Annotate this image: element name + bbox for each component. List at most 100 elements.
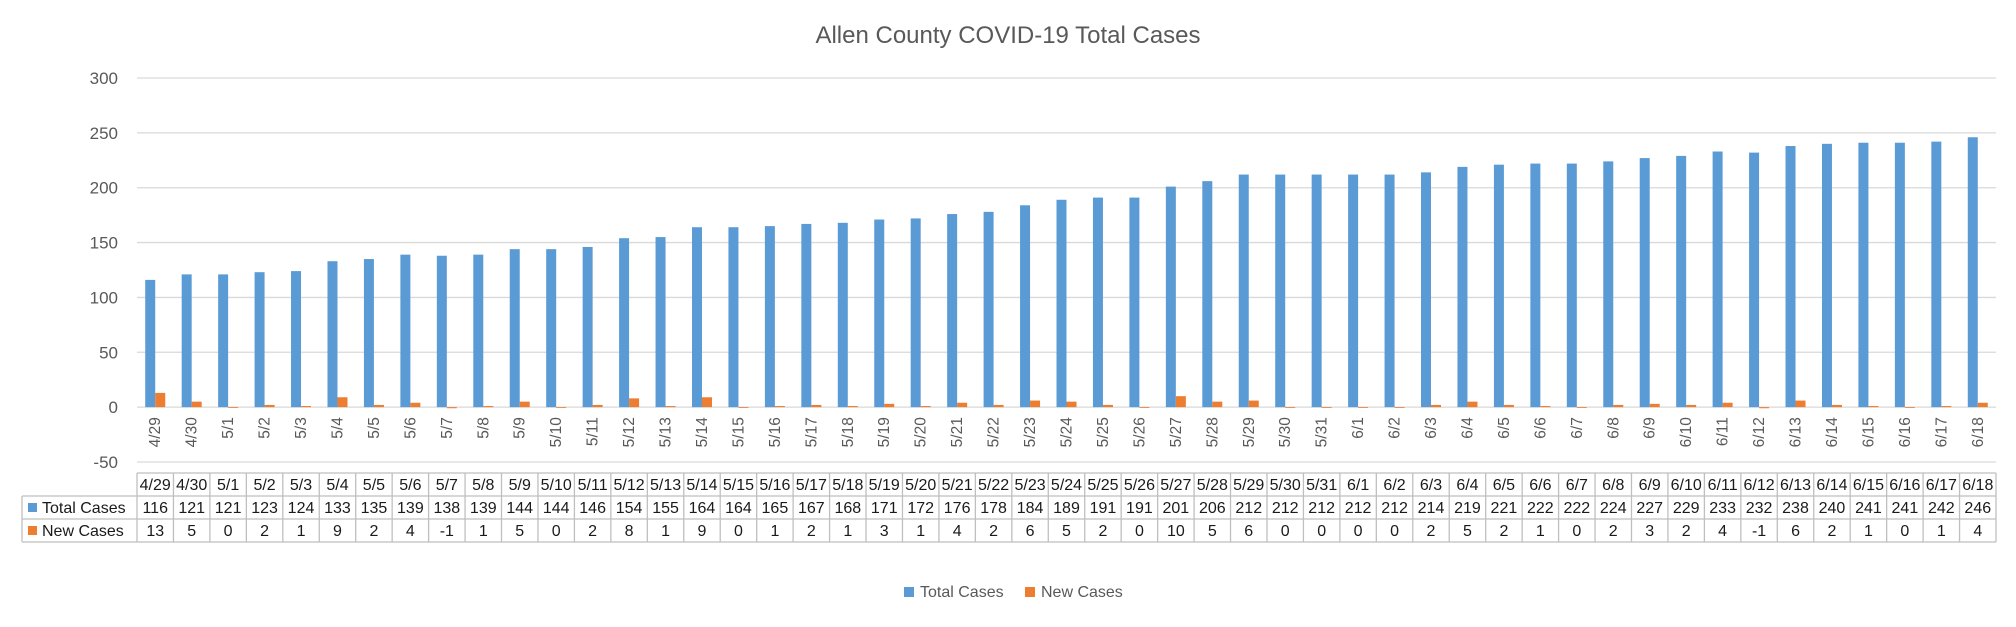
x-tick-label: 5/28 bbox=[1204, 417, 1221, 447]
total-cases-bar bbox=[1129, 197, 1140, 408]
table-total-cell: 191 bbox=[1090, 500, 1117, 517]
table-total-cell: 172 bbox=[907, 500, 934, 517]
table-header-cell: 5/3 bbox=[290, 477, 312, 494]
table-new-cell: 2 bbox=[1098, 523, 1107, 540]
table-header-cell: 6/9 bbox=[1639, 477, 1661, 494]
new-cases-bar bbox=[884, 403, 895, 408]
table-new-cell: 1 bbox=[1937, 523, 1946, 540]
table-header-cell: 5/27 bbox=[1160, 477, 1191, 494]
total-cases-bar bbox=[1785, 146, 1796, 408]
table-new-cell: 5 bbox=[1062, 523, 1071, 540]
total-cases-bar bbox=[1676, 155, 1687, 408]
table-new-cell: 0 bbox=[734, 523, 743, 540]
new-cases-bar bbox=[264, 404, 275, 408]
table-new-cell: 8 bbox=[625, 523, 634, 540]
total-cases-bar bbox=[218, 274, 229, 408]
table-new-cell: 5 bbox=[1208, 523, 1217, 540]
table-new-cell: 0 bbox=[224, 523, 233, 540]
table-total-cell: 240 bbox=[1819, 500, 1846, 517]
table-total-cell: 165 bbox=[762, 500, 789, 517]
new-cases-bar bbox=[483, 406, 494, 408]
total-cases-bar bbox=[874, 219, 885, 408]
x-tick-label: 6/14 bbox=[1824, 417, 1841, 448]
legend-key-new bbox=[1025, 587, 1035, 597]
y-tick-label: 150 bbox=[90, 234, 118, 253]
table-total-cell: 246 bbox=[1964, 500, 1991, 517]
new-cases-bar bbox=[191, 401, 202, 408]
table-new-cell: 4 bbox=[1973, 523, 1982, 540]
total-cases-bar bbox=[655, 237, 666, 408]
table-new-cell: 10 bbox=[1167, 523, 1185, 540]
table-total-cell: 124 bbox=[288, 500, 315, 517]
x-tick-label: 5/30 bbox=[1277, 417, 1294, 448]
table-header-cell: 6/8 bbox=[1602, 477, 1624, 494]
table-new-cell: 2 bbox=[1682, 523, 1691, 540]
table-total-cell: 121 bbox=[178, 500, 205, 517]
table-total-cell: 212 bbox=[1235, 500, 1262, 517]
total-cases-bars bbox=[145, 137, 1978, 408]
new-cases-bar bbox=[811, 404, 822, 408]
chart-title: Allen County COVID-19 Total Cases bbox=[815, 22, 1200, 49]
table-new-cell: 5 bbox=[515, 523, 524, 540]
table-new-cell: 2 bbox=[369, 523, 378, 540]
new-cases-bar bbox=[1722, 402, 1733, 408]
y-tick-label: 100 bbox=[90, 288, 118, 307]
table-header-cell: 5/7 bbox=[436, 477, 458, 494]
y-tick-label: 0 bbox=[109, 398, 118, 417]
table-total-cell: 212 bbox=[1272, 500, 1299, 517]
new-cases-bar bbox=[1868, 406, 1879, 408]
table-new-cell: 6 bbox=[1026, 523, 1035, 540]
table-total-cell: 212 bbox=[1381, 500, 1408, 517]
new-cases-bar bbox=[1321, 407, 1332, 408]
total-cases-bar bbox=[1202, 181, 1213, 408]
total-cases-bar bbox=[1894, 142, 1905, 408]
x-tick-label: 5/18 bbox=[840, 417, 857, 447]
x-tick-label: 6/13 bbox=[1788, 417, 1805, 447]
table-total-cell: 214 bbox=[1418, 500, 1445, 517]
x-tick-label: 6/18 bbox=[1970, 417, 1987, 447]
table-new-cell: 2 bbox=[1828, 523, 1837, 540]
new-cases-bar bbox=[1394, 407, 1405, 408]
table-new-cell: 1 bbox=[916, 523, 925, 540]
new-cases-bar bbox=[446, 407, 457, 409]
y-tick-label: 50 bbox=[99, 343, 118, 362]
table-total-cell: 139 bbox=[397, 500, 424, 517]
table-total-cell: 242 bbox=[1928, 500, 1955, 517]
new-cases-bar bbox=[337, 397, 348, 408]
total-cases-bar bbox=[582, 246, 593, 408]
table-header-cell: 5/18 bbox=[832, 477, 863, 494]
new-cases-bar bbox=[1649, 403, 1660, 408]
table-row-header: New Cases bbox=[42, 523, 124, 540]
table-total-cell: 167 bbox=[798, 500, 825, 517]
new-cases-bar bbox=[738, 407, 749, 408]
table-total-cell: 222 bbox=[1527, 500, 1554, 517]
table-new-cell: -1 bbox=[1752, 523, 1766, 540]
table-new-cell: 9 bbox=[333, 523, 342, 540]
x-tick-label: 5/15 bbox=[730, 417, 747, 447]
table-header-cell: 5/30 bbox=[1270, 477, 1301, 494]
table-header-cell: 6/14 bbox=[1816, 477, 1847, 494]
table-new-cell: 1 bbox=[661, 523, 670, 540]
table-header-cell: 6/17 bbox=[1926, 477, 1957, 494]
table-row-header: Total Cases bbox=[42, 500, 126, 517]
table-new-cell: 0 bbox=[1354, 523, 1363, 540]
new-cases-bar bbox=[519, 401, 530, 408]
total-cases-bar bbox=[1311, 174, 1322, 408]
new-cases-bar bbox=[1540, 406, 1551, 408]
total-cases-bar bbox=[1457, 166, 1468, 408]
table-total-cell: 241 bbox=[1855, 500, 1882, 517]
new-cases-bar bbox=[228, 407, 239, 408]
table-header-cell: 6/18 bbox=[1962, 477, 1993, 494]
new-cases-bar bbox=[1795, 400, 1806, 408]
table-new-cell: 2 bbox=[1609, 523, 1618, 540]
x-tick-label: 4/29 bbox=[147, 417, 164, 447]
x-tick-label: 6/12 bbox=[1751, 417, 1768, 447]
table-total-cell: 212 bbox=[1308, 500, 1335, 517]
table-header-cell: 5/9 bbox=[509, 477, 531, 494]
table-header-cell: 5/13 bbox=[650, 477, 681, 494]
x-tick-label: 6/16 bbox=[1897, 417, 1914, 447]
table-total-cell: 212 bbox=[1345, 500, 1372, 517]
table-new-cell: 0 bbox=[1317, 523, 1326, 540]
table-total-cell: 123 bbox=[251, 500, 278, 517]
total-cases-bar bbox=[363, 259, 374, 408]
